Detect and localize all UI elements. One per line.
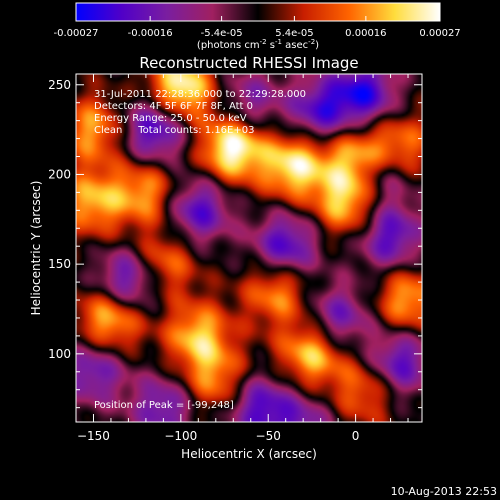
colorbar-tick-label: 0.00027 [419,28,460,39]
colorbar-tick-label: -0.00016 [128,28,173,39]
x-axis-ticks: −150 −100 −50 0 [75,74,409,443]
colorbar-tick-label: 0.00016 [345,28,386,39]
colorbar: -0.00027 -0.00016 -5.4e-05 5.4e-05 0.00016 0.… [54,2,461,51]
colorbar-ticks: -0.00027 -0.00016 -5.4e-05 5.4e-05 0.00016 0.… [54,16,461,39]
footer-date: 10-Aug-2013 22:53 [391,485,497,498]
chart-title: Reconstructed RHESSI Image [139,54,358,72]
x-tick-label: 0 [352,429,360,443]
info-annotations: 31-Jul-2011 22:28:36.000 to 22:29:28.000… [94,89,306,136]
plot-frame [75,73,423,423]
y-tick-label: 250 [48,78,71,92]
x-tick-label: −150 [77,429,110,443]
colorbar-tick-label: -5.4e-05 [201,28,243,39]
y-axis-label: Heliocentric Y (arcsec) [29,181,43,316]
annotation-time: 31-Jul-2011 22:28:36.000 to 22:29:28.000 [94,89,306,100]
annotation-detectors: Detectors: 4F 5F 6F 7F 8F, Att 0 [94,101,253,112]
colorbar-tick-label: -0.00027 [54,28,99,39]
peak-position-label: Position of Peak = [-99,248] [94,400,234,411]
annotation-energy: Energy Range: 25.0 - 50.0 keV [94,113,247,124]
colorbar-unit: (photons cm-2 s-1 asec-2) [197,38,319,51]
x-tick-label: −100 [164,429,197,443]
x-tick-label: −50 [256,429,281,443]
y-tick-label: 200 [48,167,71,181]
y-axis-ticks: 100 150 200 250 [48,78,422,409]
heatmap [76,74,422,422]
x-axis-label: Heliocentric X (arcsec) [181,447,317,461]
annotation-counts: Clean Total counts: 1.16E+03 [94,125,254,136]
heatmap-image [76,74,422,422]
colorbar-tick-label: 5.4e-05 [275,28,313,39]
colorbar-gradient [75,2,441,22]
y-tick-label: 150 [48,257,71,271]
y-tick-label: 100 [48,347,71,361]
